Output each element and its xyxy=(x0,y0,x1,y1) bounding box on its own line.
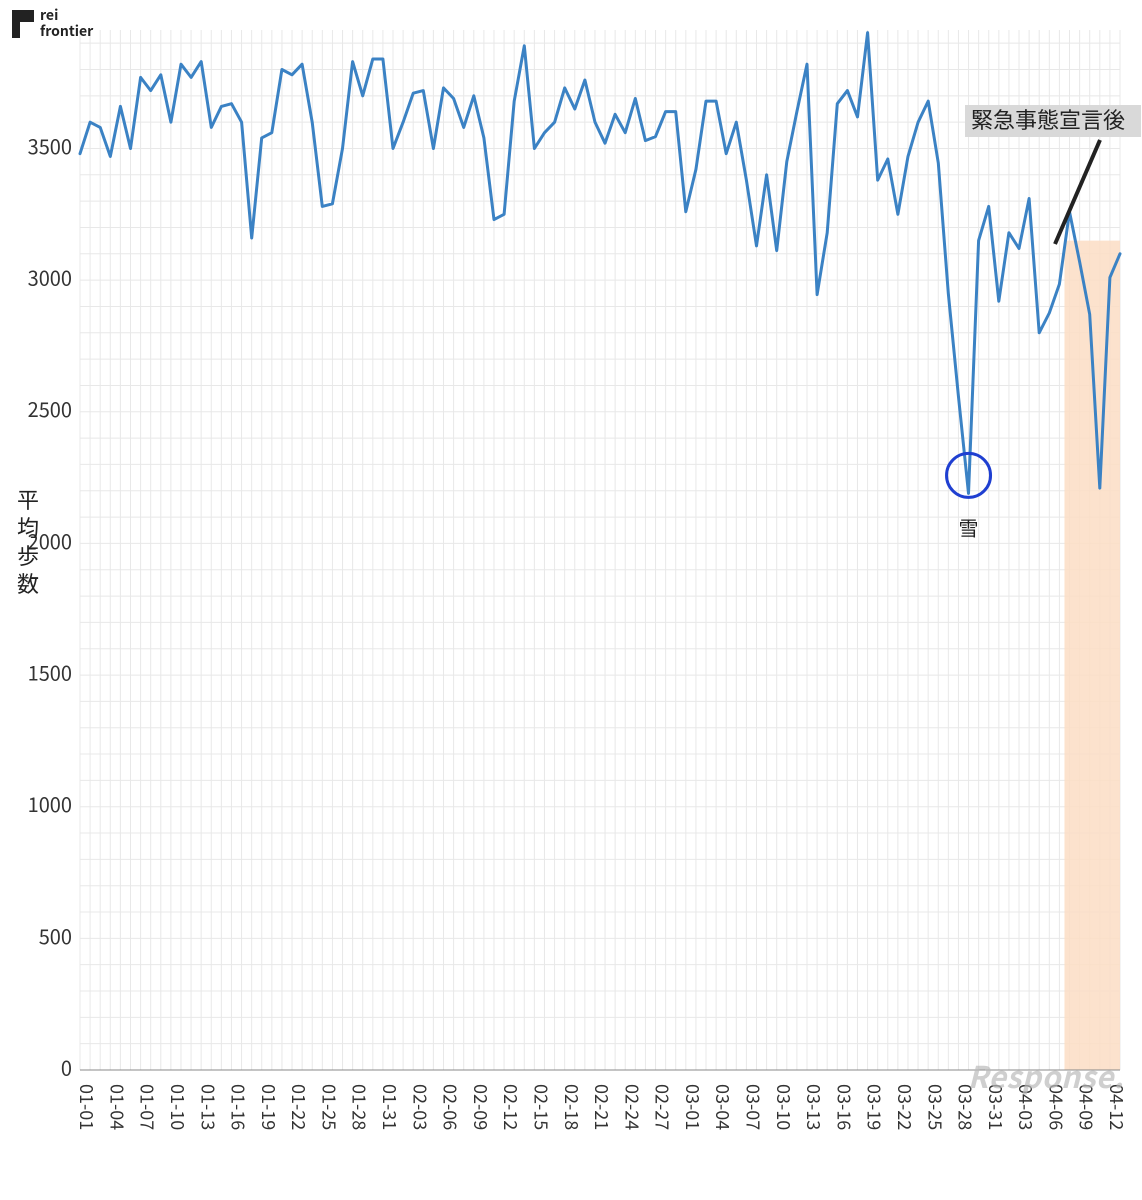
x-tick-label: 03-10 xyxy=(771,1084,797,1130)
x-tick-label: 01-01 xyxy=(74,1084,100,1130)
watermark-text: Response. xyxy=(968,1053,1124,1097)
x-tick-label: 03-25 xyxy=(922,1084,948,1130)
x-tick-label: 03-19 xyxy=(862,1084,888,1130)
y-tick-label: 1000 xyxy=(28,789,72,818)
x-tick-label: 03-07 xyxy=(741,1084,767,1130)
x-tick-label: 01-16 xyxy=(226,1084,252,1130)
x-tick-label: 02-06 xyxy=(438,1084,464,1130)
emergency-label-text: 緊急事態宣言後 xyxy=(971,103,1125,135)
x-tick-label: 01-31 xyxy=(377,1084,403,1130)
svg-text:frontier: frontier xyxy=(40,21,94,41)
x-tick-label: 03-04 xyxy=(710,1084,736,1130)
x-tick-label: 01-07 xyxy=(135,1084,161,1130)
snow-annotation-label: 雪 xyxy=(959,512,979,541)
x-tick-label: 01-04 xyxy=(104,1084,130,1130)
x-tick-label: 03-13 xyxy=(801,1084,827,1130)
x-tick-label: 03-01 xyxy=(680,1084,706,1130)
x-tick-label: 02-12 xyxy=(498,1084,524,1130)
x-tick-label: 01-25 xyxy=(316,1084,342,1130)
x-tick-label: 02-21 xyxy=(589,1084,615,1130)
x-tick-label: 03-22 xyxy=(892,1084,918,1130)
x-tick-label: 01-28 xyxy=(347,1084,373,1130)
x-tick-label: 01-22 xyxy=(286,1084,312,1130)
y-tick-label: 2500 xyxy=(28,394,72,423)
chart-svg: 0500100015002000250030003500平均歩数01-0101-… xyxy=(0,0,1142,1200)
y-tick-label: 3500 xyxy=(28,131,72,160)
y-tick-label: 1500 xyxy=(28,658,72,687)
y-tick-label: 0 xyxy=(61,1052,72,1081)
x-tick-label: 02-15 xyxy=(528,1084,554,1130)
x-tick-label: 02-27 xyxy=(650,1084,676,1130)
x-tick-label: 03-16 xyxy=(831,1084,857,1130)
x-tick-label: 02-24 xyxy=(619,1084,645,1130)
x-tick-label: 02-18 xyxy=(559,1084,585,1130)
x-tick-label: 02-03 xyxy=(407,1084,433,1130)
y-tick-label: 500 xyxy=(39,921,72,950)
x-tick-label: 01-10 xyxy=(165,1084,191,1130)
steps-line-chart: 0500100015002000250030003500平均歩数01-0101-… xyxy=(0,0,1142,1200)
y-axis-title-char: 数 xyxy=(17,567,39,599)
y-tick-label: 3000 xyxy=(28,263,72,292)
x-tick-label: 02-09 xyxy=(468,1084,494,1130)
x-tick-label: 01-19 xyxy=(256,1084,282,1130)
x-tick-label: 01-13 xyxy=(195,1084,221,1130)
